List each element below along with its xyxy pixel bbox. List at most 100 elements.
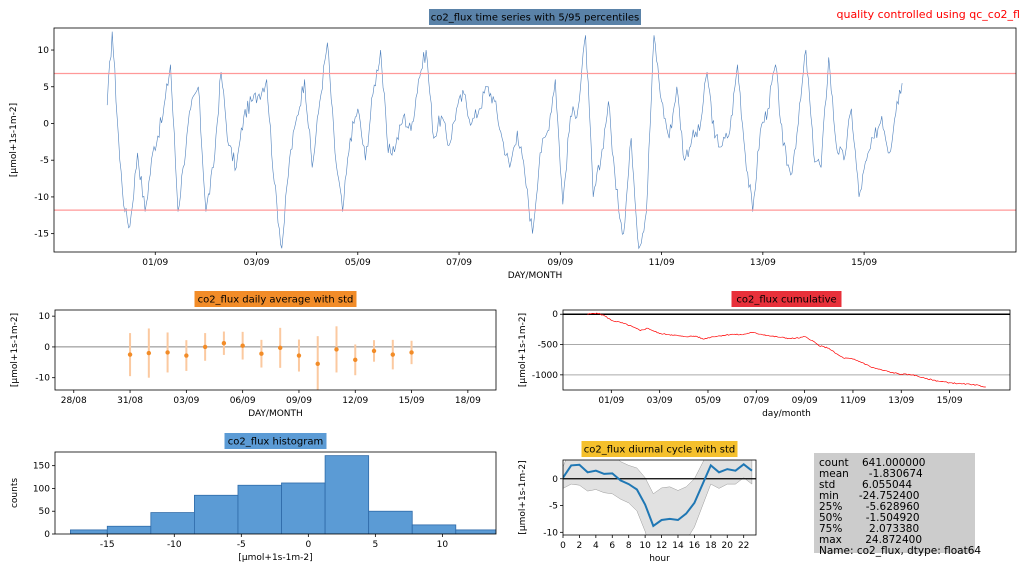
chart-title-box — [581, 441, 738, 457]
stats-box-background — [814, 453, 975, 553]
x-tick-label: 18/09 — [455, 396, 481, 406]
daily-mean-point — [127, 352, 133, 357]
diurnal-cycle-panel: 0 2 4 6 8 10 12 14 16 18 20 22 0 -5 -10 hour [µmol+1s-1m… — [518, 441, 757, 564]
y-tick-label: 10 — [38, 46, 50, 56]
x-tick-label: 12 — [656, 541, 667, 551]
histogram-bar — [455, 529, 496, 534]
stats-line: 25% -5.628960 — [819, 501, 920, 513]
chart-title-box — [429, 9, 641, 25]
chart-title-box — [194, 291, 357, 307]
x-tick-label: 31/08 — [117, 396, 143, 406]
y-axis-label: counts — [10, 478, 20, 508]
x-tick-label: 01/09 — [598, 396, 624, 406]
histogram-bar — [194, 494, 239, 534]
daily-average-panel: 28/08 31/08 03/09 06/09 09/09 12/09 15/09 18/09… — [10, 291, 497, 419]
x-tick-label: 0 — [305, 540, 311, 550]
y-tick-label: -15 — [34, 230, 49, 240]
x-tick-label: 13/09 — [888, 396, 914, 406]
axes-frame — [54, 309, 497, 391]
y-tick-label: 0 — [552, 475, 558, 485]
y-tick-label: 150 — [33, 462, 50, 472]
x-tick-label: 11/09 — [649, 258, 675, 268]
stats-line: count 641.000000 — [819, 457, 925, 469]
plot-area — [54, 31, 1016, 250]
x-tick-label: 03/09 — [647, 396, 673, 406]
stats-line: std 6.055044 — [819, 479, 912, 491]
axes-frame — [53, 27, 1017, 253]
x-tick-label: 28/08 — [61, 396, 87, 406]
plot-area — [55, 326, 496, 390]
y-tick-label: 0 — [552, 310, 558, 320]
x-axis-label: DAY/MONTH — [508, 271, 563, 281]
co2-flux-series-line — [106, 31, 903, 250]
x-tick-label: 13/09 — [750, 258, 776, 268]
y-axis-label: [µmol+1s-1m-2] — [9, 103, 19, 177]
plot-area — [70, 455, 496, 534]
x-axis-label: DAY/MONTH — [248, 409, 303, 419]
daily-mean-point — [353, 357, 358, 363]
x-tick-label: 09/09 — [792, 396, 818, 406]
x-tick-label: 18 — [705, 541, 717, 551]
daily-mean-point — [202, 344, 208, 350]
x-tick-label: 20 — [722, 541, 734, 551]
x-tick-label: 4 — [593, 541, 599, 551]
x-tick-label: 06/09 — [230, 396, 256, 406]
cumulative-line — [587, 312, 986, 388]
chart-title: co2_flux daily average with std — [198, 295, 354, 306]
y-tick-label: -5 — [549, 502, 558, 512]
stats-line: 75% 2.073380 — [819, 523, 919, 535]
x-axis-label: day/month — [762, 409, 811, 419]
x-tick-label: 03/09 — [173, 396, 199, 406]
chart-title: co2_flux diurnal cycle with std — [584, 445, 735, 456]
x-axis-label: [µmol+1s-1m-2] — [238, 553, 312, 563]
stats-line: 50% -1.504920 — [819, 512, 920, 524]
chart-title: co2_flux cumulative — [736, 295, 836, 306]
x-tick-label: -5 — [237, 540, 246, 550]
x-axis-label: hour — [649, 554, 670, 564]
diurnal-mean-line — [563, 463, 753, 528]
axes-frame — [54, 451, 497, 535]
x-tick-label: 0 — [560, 541, 566, 551]
y-tick-label: 5 — [43, 83, 49, 93]
qc-note: quality controlled using qc_co2_fl — [836, 8, 1020, 21]
x-tick-label: 22 — [738, 541, 749, 551]
histogram-bar — [411, 524, 457, 534]
y-tick-label: 0 — [43, 119, 49, 129]
daily-mean-point — [409, 350, 414, 355]
x-tick-label: 12/09 — [342, 396, 368, 406]
y-tick-label: -1000 — [532, 371, 558, 381]
y-tick-label: -10 — [34, 193, 49, 203]
histogram-bar — [70, 529, 108, 534]
x-tick-label: 01/09 — [142, 258, 168, 268]
chart-title-box — [224, 433, 327, 449]
x-tick-label: 15/09 — [851, 258, 877, 268]
x-tick-label: 10 — [639, 541, 651, 551]
daily-mean-point — [371, 348, 377, 354]
x-tick-label: 09/09 — [547, 258, 573, 268]
x-tick-label: 15/09 — [399, 396, 425, 406]
plot-area — [563, 312, 1010, 388]
y-tick-label: 0 — [44, 343, 50, 353]
cumulative-panel: 01/09 03/09 05/09 07/09 09/09 11/09 13/09 15/09… — [518, 291, 1011, 419]
daily-mean-point — [390, 352, 395, 357]
x-tick-label: 10 — [437, 540, 449, 550]
y-tick-label: -500 — [538, 341, 559, 351]
y-tick-label: 10 — [39, 312, 51, 322]
x-tick-label: 07/09 — [446, 258, 472, 268]
daily-mean-point — [221, 341, 227, 346]
y-axis-label: [µmol+1s-1m-2] — [518, 460, 528, 534]
x-tick-label: 05/09 — [345, 258, 371, 268]
plot-area — [563, 460, 756, 535]
histogram-panel: -15 -10 -5 0 5 10050100150[µmol+1s-1m-2]count… — [10, 433, 497, 563]
histogram-bar — [324, 455, 370, 534]
axes-frame — [562, 459, 757, 536]
y-axis-label: [µmol+1s-1m-2] — [10, 313, 20, 387]
x-tick-label: 16 — [689, 541, 701, 551]
x-tick-label: 05/09 — [695, 396, 721, 406]
daily-mean-point — [259, 351, 264, 356]
chart-title: co2_flux time series with 5/95 percentil… — [431, 13, 640, 24]
x-tick-label: 09/09 — [286, 396, 312, 406]
daily-mean-point — [334, 347, 339, 352]
daily-mean-point — [240, 343, 245, 348]
y-tick-label: -5 — [40, 156, 49, 166]
